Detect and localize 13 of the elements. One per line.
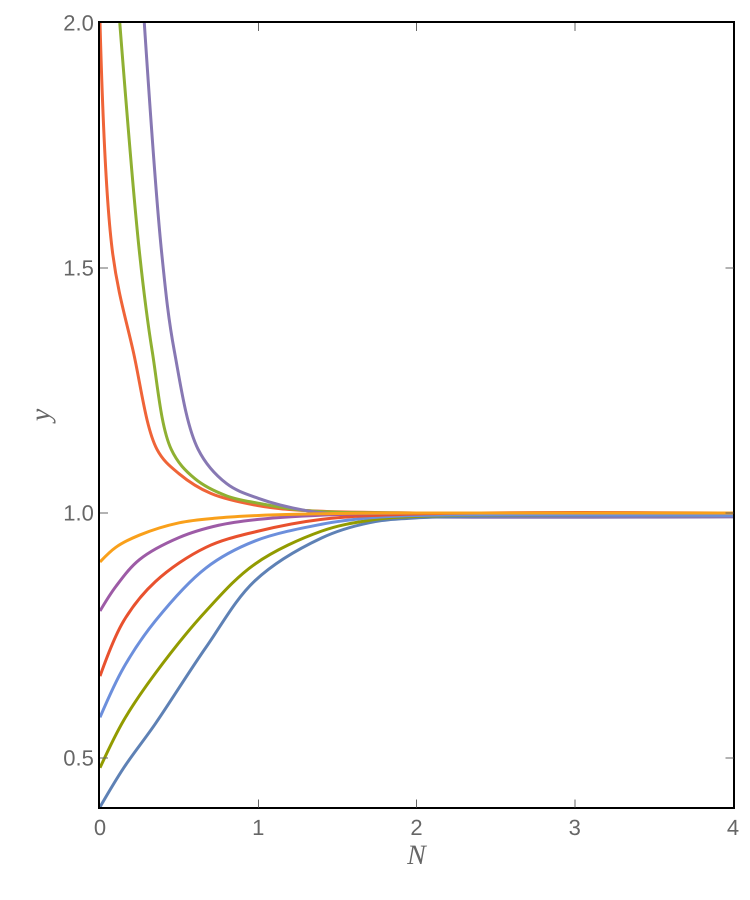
x-tick-label: 4 (726, 815, 740, 840)
y-tick-label: 1.0 (63, 500, 94, 526)
line-series (100, 513, 733, 719)
y-tick-label: 0.5 (63, 746, 94, 771)
y-tick-label: 2.0 (63, 10, 94, 36)
line-series (100, 511, 733, 564)
y-tick-label: 1.5 (63, 256, 94, 281)
x-tick-label: 0 (94, 815, 106, 840)
x-tick-label: 1 (252, 815, 264, 840)
x-tick-label: 2 (410, 815, 423, 840)
y-axis-title: y (25, 408, 56, 424)
x-axis-title: N (406, 840, 428, 872)
x-tick-label: 3 (568, 815, 581, 840)
